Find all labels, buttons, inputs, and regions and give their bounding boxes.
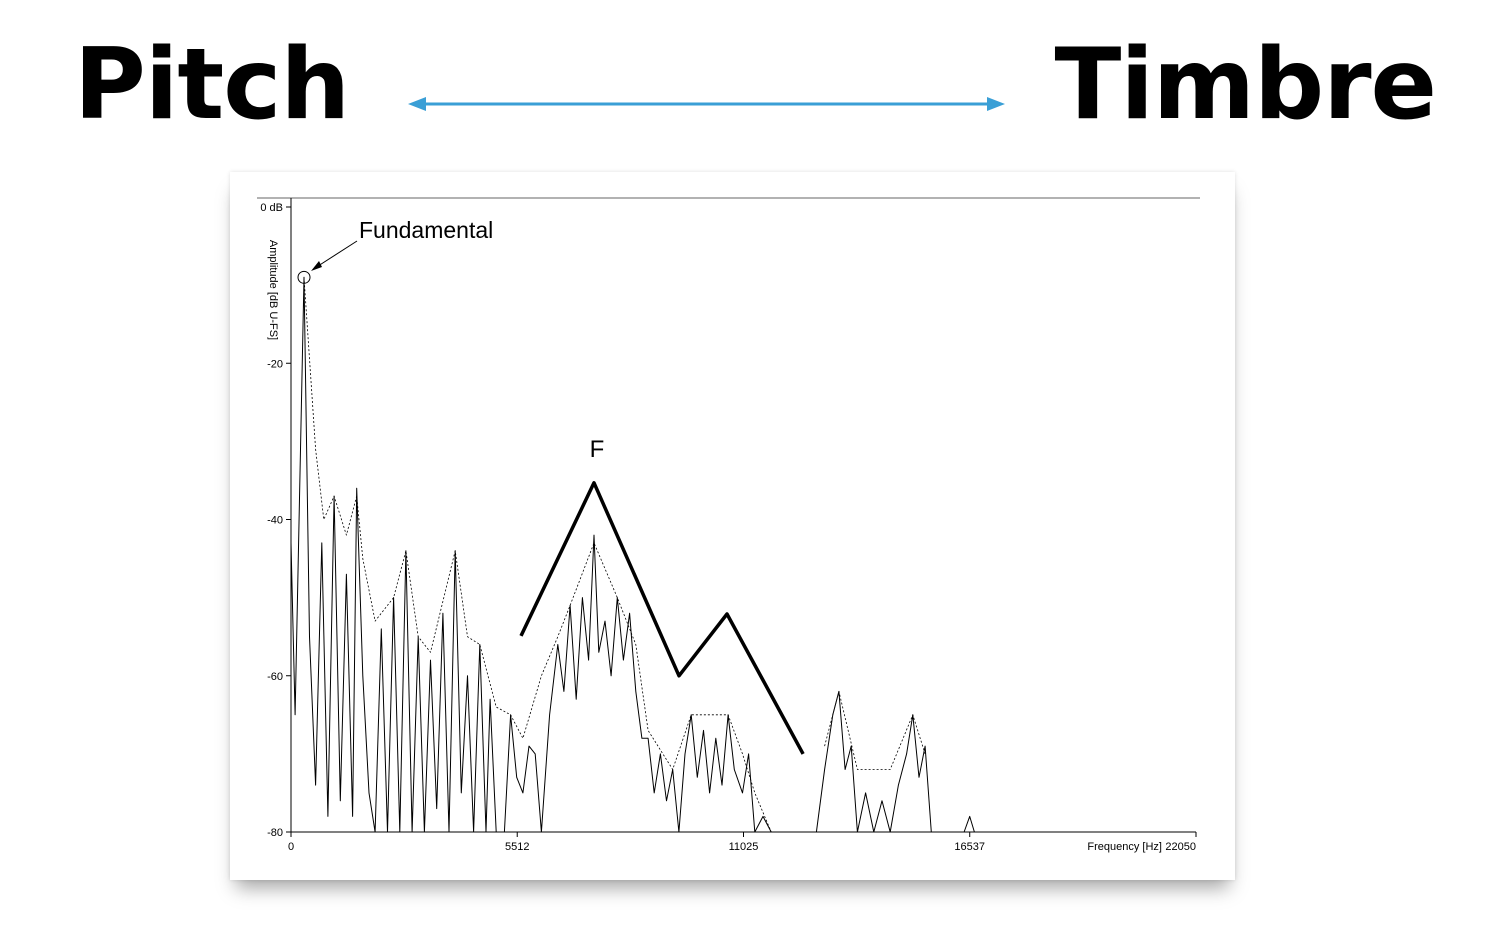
arrow xyxy=(408,97,1005,111)
series-line xyxy=(519,481,805,755)
series-line xyxy=(824,691,926,770)
y-tick-label: 0 dB xyxy=(260,202,283,214)
x-tick-label: 5512 xyxy=(505,841,529,853)
annotation: Fundamental xyxy=(359,217,493,243)
annotation-arrow xyxy=(314,240,358,269)
annotation-arrowhead xyxy=(311,261,322,271)
fundamental-marker xyxy=(297,270,311,284)
series-line xyxy=(303,277,772,833)
series-line xyxy=(290,276,1196,833)
y-tick-label: -60 xyxy=(267,671,283,683)
y-tick-label: -20 xyxy=(267,358,283,370)
y-tick-label: -40 xyxy=(267,515,283,527)
timbre-label: Timbre xyxy=(1054,28,1437,142)
x-tick-label: 0 xyxy=(288,841,294,853)
x-tick-label: 22050 xyxy=(1165,841,1196,853)
x-tick-label: 11025 xyxy=(729,841,759,853)
y-tick-label: -80 xyxy=(267,827,283,839)
y-axis-label: Amplitude [dB U-FS] xyxy=(267,240,279,340)
pitch-label: Pitch xyxy=(74,28,350,142)
annotation: F xyxy=(590,436,605,463)
x-axis-label: Frequency [Hz] xyxy=(1087,841,1162,853)
x-tick-label: 16537 xyxy=(954,841,985,853)
